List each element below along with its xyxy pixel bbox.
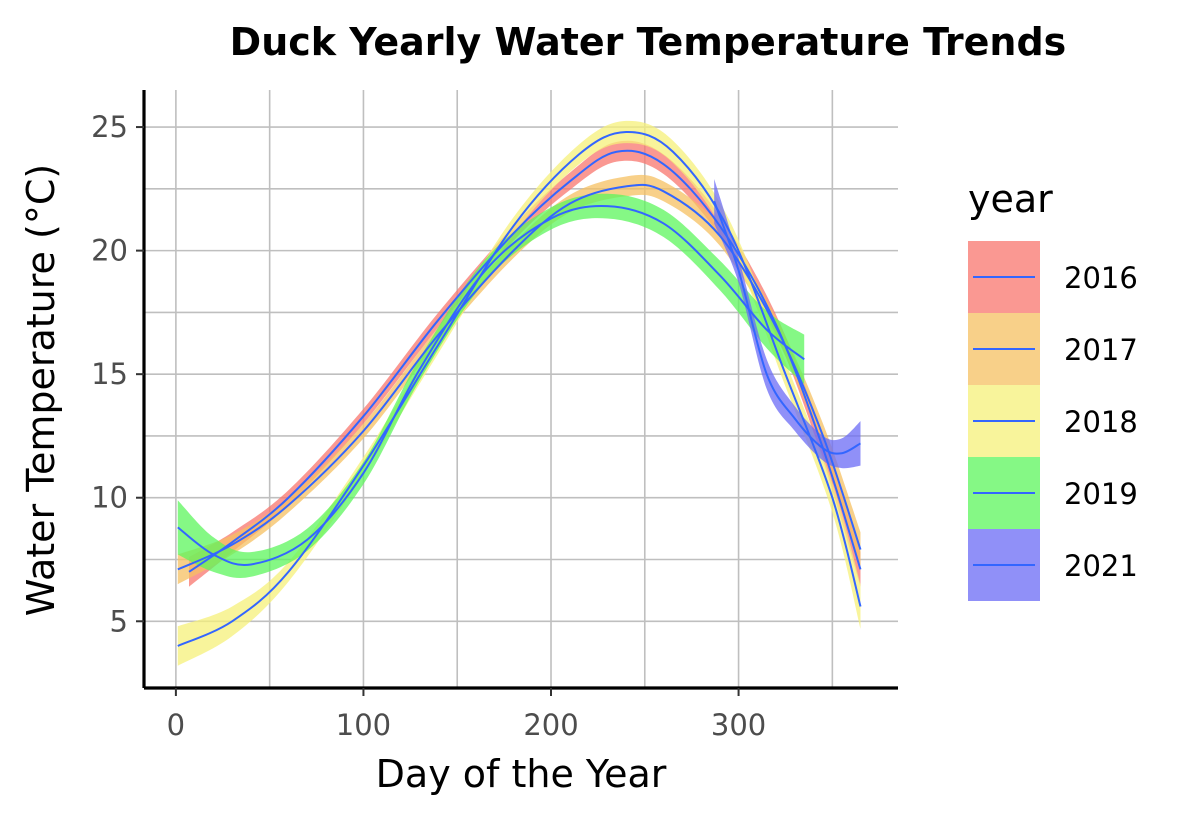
- axes: 0 100 200 300 5 10 15 20 25: [91, 90, 898, 742]
- legend-label-2021: 2021: [1064, 549, 1138, 583]
- y-tick-label: 15: [91, 357, 128, 391]
- band-2018: [177, 120, 861, 666]
- legend: year 2016 2017 2018 2019 2021: [968, 177, 1138, 601]
- band-2021: [714, 178, 861, 469]
- y-tick-label: 20: [91, 234, 128, 268]
- legend-title: year: [968, 177, 1053, 221]
- band-2019: [177, 193, 805, 579]
- y-axis-title: Water Temperature (°C): [19, 164, 63, 616]
- x-tick-label: 100: [336, 708, 391, 742]
- series-lines: [177, 131, 862, 647]
- confidence-bands: [177, 120, 861, 666]
- line-2018: [177, 131, 862, 647]
- legend-label-2016: 2016: [1064, 261, 1138, 295]
- line-2019: [177, 204, 805, 566]
- x-tick-label: 0: [167, 708, 185, 742]
- x-tick-label: 200: [523, 708, 578, 742]
- y-tick-label: 5: [110, 604, 128, 638]
- chart-title: Duck Yearly Water Temperature Trends: [230, 20, 1067, 64]
- line-2017: [177, 183, 862, 571]
- legend-label-2018: 2018: [1064, 405, 1138, 439]
- band-2017: [177, 174, 861, 585]
- x-tick-label: 300: [711, 708, 766, 742]
- legend-label-2019: 2019: [1064, 477, 1138, 511]
- y-tick-label: 25: [91, 110, 128, 144]
- legend-label-2017: 2017: [1064, 333, 1138, 367]
- y-tick-label: 10: [91, 481, 128, 515]
- line-2021: [713, 200, 861, 455]
- x-axis-title: Day of the Year: [376, 752, 667, 796]
